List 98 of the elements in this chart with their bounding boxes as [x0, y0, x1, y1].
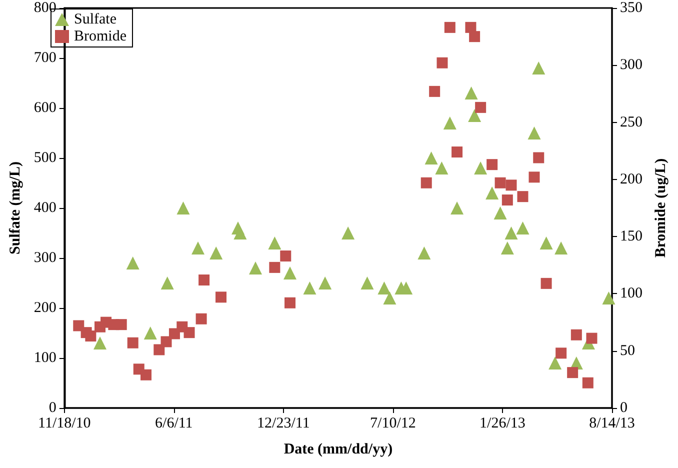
- point: [73, 320, 84, 332]
- x-tick-label: 7/10/12: [370, 416, 416, 432]
- point: [116, 319, 127, 330]
- point: [444, 22, 456, 33]
- point: [548, 356, 562, 370]
- point: [504, 226, 518, 240]
- y-tick-label: 400: [34, 200, 56, 216]
- y2-tick-label: 300: [620, 57, 642, 74]
- point: [216, 292, 227, 303]
- y-axis-title: Sulfate (mg/L): [8, 162, 24, 254]
- point: [586, 332, 598, 344]
- point: [474, 162, 488, 174]
- point: [494, 206, 507, 220]
- point: [570, 329, 582, 340]
- point: [342, 226, 355, 240]
- point: [500, 242, 514, 254]
- point: [192, 242, 205, 254]
- point: [360, 276, 374, 290]
- point: [280, 250, 292, 262]
- point: [528, 126, 541, 140]
- point: [378, 282, 391, 294]
- point: [556, 348, 567, 359]
- point: [517, 191, 528, 202]
- point: [176, 202, 190, 214]
- y2-tick-label: 100: [620, 286, 642, 302]
- y2-tick-label: 150: [620, 228, 642, 245]
- legend-label: Bromide: [74, 28, 127, 44]
- point: [494, 177, 506, 188]
- y-tick-label: 700: [34, 50, 56, 66]
- point: [284, 297, 296, 308]
- point: [554, 242, 568, 254]
- x-tick-label: 11/18/10: [38, 416, 91, 432]
- point: [435, 162, 448, 174]
- y2-tick-label: 0: [620, 400, 628, 416]
- point: [516, 222, 530, 234]
- point: [436, 57, 448, 68]
- point: [443, 116, 456, 130]
- point: [452, 146, 463, 158]
- point: [284, 266, 297, 280]
- point: [196, 313, 207, 324]
- point: [424, 152, 438, 164]
- point: [540, 278, 552, 289]
- point: [154, 344, 165, 356]
- point: [486, 186, 499, 200]
- point: [85, 330, 96, 342]
- x-tick-label: 8/14/13: [589, 416, 635, 432]
- x-axis-title: Date (mm/dd/yy): [284, 442, 393, 458]
- point: [93, 336, 106, 350]
- y2-tick-label: 250: [620, 114, 642, 130]
- point: [506, 180, 517, 191]
- y2-tick-label: 50: [620, 342, 635, 359]
- y-tick-label: 0: [48, 400, 56, 416]
- point: [533, 152, 544, 164]
- y-tick-label: 600: [34, 100, 56, 116]
- point: [210, 246, 223, 260]
- point: [602, 292, 616, 304]
- point: [420, 177, 432, 188]
- point: [450, 202, 464, 214]
- point: [486, 159, 498, 170]
- point: [429, 86, 440, 97]
- point: [540, 236, 553, 250]
- point: [184, 327, 195, 338]
- point: [160, 276, 174, 290]
- point: [126, 256, 140, 270]
- point: [464, 86, 478, 100]
- point: [475, 102, 486, 113]
- point: [582, 377, 594, 388]
- point: [140, 369, 152, 380]
- y-tick-label: 300: [34, 250, 56, 266]
- y-tick-label: 200: [34, 300, 56, 316]
- point: [567, 367, 578, 378]
- point: [303, 282, 316, 294]
- point: [127, 337, 138, 348]
- y-tick-label: 500: [34, 150, 56, 166]
- x-tick-label: 12/23/11: [257, 416, 310, 432]
- point: [532, 62, 546, 74]
- point: [383, 292, 396, 304]
- point: [418, 246, 431, 260]
- point: [318, 276, 332, 290]
- point: [268, 236, 282, 250]
- point: [160, 336, 172, 348]
- legend-label: Sulfate: [74, 12, 117, 28]
- y-tick-label: 100: [34, 350, 56, 366]
- y2-tick-label: 350: [620, 0, 642, 16]
- point: [144, 326, 157, 340]
- point: [198, 274, 210, 286]
- point: [469, 31, 480, 42]
- point: [502, 194, 513, 206]
- x-tick-label: 6/6/11: [155, 416, 193, 432]
- point: [269, 262, 280, 273]
- y2-axis-title: Bromide (ug/L): [652, 158, 669, 258]
- point: [234, 226, 247, 240]
- x-tick-label: 1/26/13: [480, 416, 526, 432]
- y-tick-label: 800: [34, 0, 56, 16]
- point: [249, 262, 262, 274]
- point: [528, 172, 540, 183]
- point: [468, 109, 482, 122]
- y2-tick-label: 200: [620, 171, 642, 188]
